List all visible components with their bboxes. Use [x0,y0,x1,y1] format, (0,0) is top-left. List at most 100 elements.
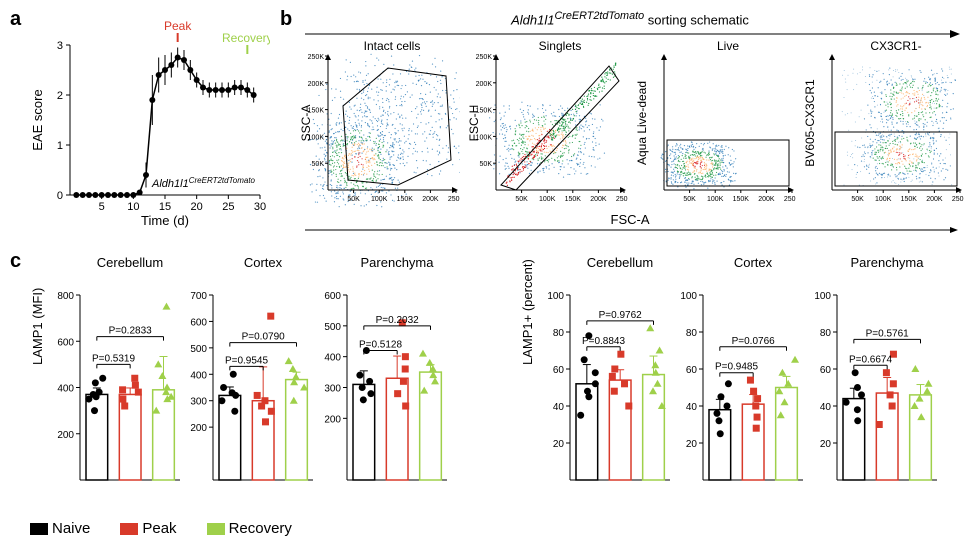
svg-text:0: 0 [57,190,63,202]
flow-plot: SingletsFSC-H50K100K150K200K250K50K100K1… [468,38,628,213]
svg-text:Cortex: Cortex [244,255,283,270]
svg-text:250K: 250K [616,196,628,203]
svg-text:Parenchyma: Parenchyma [850,255,924,270]
svg-text:Peak: Peak [164,20,192,33]
svg-text:200K: 200K [476,81,493,88]
svg-text:200K: 200K [758,196,775,203]
svg-text:300: 300 [190,397,207,408]
svg-text:80: 80 [686,328,698,339]
svg-text:700: 700 [190,291,207,302]
svg-text:BV605-CX3CR1: BV605-CX3CR1 [804,79,817,167]
svg-text:100: 100 [680,291,697,302]
svg-text:P=0.9762: P=0.9762 [598,310,642,321]
panel-b-xlabel-arrow [300,227,960,237]
panel-b-genotype: Aldh1l1 [511,12,554,27]
flow-plot: LiveAqua Live-dead50K100K150K200K250K [636,38,796,213]
svg-text:25: 25 [222,201,234,213]
panel-b-header: Aldh1l1CreERT2tdTomato sorting schematic [300,10,960,27]
svg-text:EAE score: EAE score [30,89,45,150]
panel-b-label: b [280,8,292,31]
svg-text:P=0.6674: P=0.6674 [849,354,893,365]
svg-text:3: 3 [57,40,63,52]
svg-text:P=0.5128: P=0.5128 [359,340,403,351]
svg-text:40: 40 [686,402,698,413]
svg-text:Singlets: Singlets [539,39,582,53]
svg-text:100: 100 [814,291,831,302]
flow-plot: CX3CR1-BV605-CX3CR150K100K150K200K250K [804,38,964,213]
svg-text:P=0.0790: P=0.0790 [242,332,286,343]
svg-text:40: 40 [553,402,565,413]
svg-text:50K: 50K [515,196,528,203]
svg-text:P=0.5319: P=0.5319 [92,353,136,364]
svg-text:150K: 150K [476,108,493,115]
legend-item: Recovery [207,520,292,537]
svg-text:50K: 50K [683,196,696,203]
svg-text:250K: 250K [308,54,325,61]
svg-text:250K: 250K [448,196,460,203]
svg-text:10: 10 [127,201,139,213]
svg-text:200K: 200K [926,196,943,203]
svg-text:30: 30 [254,201,266,213]
svg-text:Aldh1l1CreERT2tdTomato: Aldh1l1CreERT2tdTomato [151,176,256,191]
svg-text:P=0.5761: P=0.5761 [865,328,909,339]
svg-text:600: 600 [190,317,207,328]
svg-text:250K: 250K [952,196,964,203]
svg-text:Time (d): Time (d) [141,213,189,228]
svg-text:800: 800 [57,291,74,302]
svg-text:400: 400 [57,384,74,395]
panel-a-label: a [10,8,21,31]
svg-text:150K: 150K [308,108,325,115]
svg-text:Intact cells: Intact cells [364,39,421,53]
svg-text:200: 200 [324,414,341,425]
svg-text:200K: 200K [590,196,607,203]
svg-text:P=0.0766: P=0.0766 [732,336,776,347]
legend-item: Naive [30,520,90,537]
svg-text:2: 2 [57,90,63,102]
svg-text:80: 80 [819,328,831,339]
eae-line-chart: 012351015202530EAE scoreTime (d)PeakReco… [30,20,270,230]
svg-text:500: 500 [190,344,207,355]
svg-text:15: 15 [159,201,171,213]
svg-text:60: 60 [686,365,698,376]
svg-text:100K: 100K [476,134,493,141]
panel-b-genotype-sup: CreERT2tdTomato [554,10,644,22]
svg-text:600: 600 [57,337,74,348]
svg-text:20: 20 [819,439,831,450]
svg-text:P=0.9485: P=0.9485 [715,362,759,373]
svg-text:50K: 50K [851,196,864,203]
panel-b-xlabel-row: FSC-A [300,212,960,237]
svg-text:Cerebellum: Cerebellum [97,255,163,270]
legend-item: Peak [120,520,176,537]
svg-text:80: 80 [553,328,565,339]
svg-text:300: 300 [324,384,341,395]
svg-text:500: 500 [324,322,341,333]
panel-c-left-block: LAMP1 (MFI)Cerebellum200400600800P=0.531… [30,255,450,505]
svg-text:600: 600 [324,291,341,302]
svg-text:50K: 50K [312,161,325,168]
svg-text:1: 1 [57,140,63,152]
svg-text:200: 200 [190,423,207,434]
svg-text:P=0.8843: P=0.8843 [582,336,626,347]
legend: Naive Peak Recovery [30,520,322,538]
panel-b-xlabel: FSC-A [611,212,650,227]
svg-text:400: 400 [190,370,207,381]
svg-text:100K: 100K [308,134,325,141]
svg-text:150K: 150K [565,196,582,203]
svg-text:50K: 50K [480,161,493,168]
svg-text:250K: 250K [476,54,493,61]
svg-text:Live: Live [717,39,739,53]
panel-b-header-suffix: sorting schematic [644,12,749,27]
svg-text:250K: 250K [784,196,796,203]
svg-text:60: 60 [819,365,831,376]
svg-text:150K: 150K [397,196,414,203]
svg-text:200: 200 [57,430,74,441]
svg-text:100K: 100K [875,196,892,203]
svg-text:100K: 100K [371,196,388,203]
flow-plot: Intact cellsSSC-A50K100K150K200K250K50K1… [300,38,460,213]
svg-text:Parenchyma: Parenchyma [360,255,434,270]
svg-text:400: 400 [324,353,341,364]
panel-b-plots: Intact cellsSSC-A50K100K150K200K250K50K1… [300,38,970,213]
svg-text:P=0.9545: P=0.9545 [225,355,269,366]
svg-text:Aqua Live-dead: Aqua Live-dead [636,81,649,165]
svg-text:20: 20 [191,201,203,213]
